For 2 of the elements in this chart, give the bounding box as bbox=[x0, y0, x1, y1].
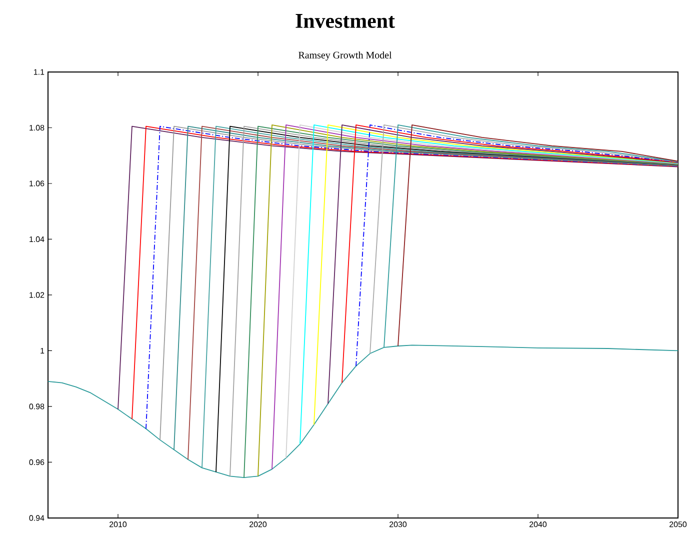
chart-title: Investment bbox=[296, 14, 395, 28]
chart-subtitle: Ramsey Growth Model bbox=[298, 51, 392, 61]
